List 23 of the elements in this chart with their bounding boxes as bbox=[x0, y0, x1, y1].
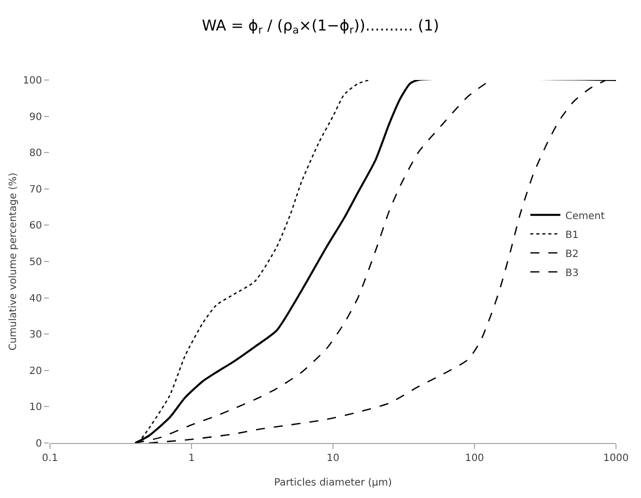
x-tick-label: 0.1 bbox=[42, 453, 58, 464]
legend-label: Cement bbox=[565, 210, 605, 222]
y-tick-label: 30 bbox=[29, 330, 42, 341]
x-tick-label: 100 bbox=[464, 453, 484, 464]
y-tick-label: 10 bbox=[29, 402, 42, 414]
y-tick-label: 0 bbox=[36, 438, 42, 450]
y-tick-label: 20 bbox=[29, 366, 42, 377]
x-tick-label: 1000 bbox=[603, 453, 629, 464]
legend-label: B1 bbox=[565, 230, 579, 241]
x-tick-label: 10 bbox=[326, 453, 340, 464]
y-tick-label: 60 bbox=[29, 220, 42, 232]
y-tick-label: 100 bbox=[22, 76, 42, 86]
y-tick-label: 80 bbox=[29, 148, 42, 160]
y-axis-title: Cumulative volume percentage (%) bbox=[8, 172, 19, 350]
x-axis-title: Particles diameter (µm) bbox=[274, 478, 392, 488]
y-tick-label: 70 bbox=[29, 184, 42, 196]
y-tick-label: 40 bbox=[29, 293, 42, 304]
legend-label: B3 bbox=[565, 268, 579, 279]
y-tick-label: 90 bbox=[29, 112, 42, 123]
x-tick-label: 1 bbox=[188, 453, 195, 464]
legend-label: B2 bbox=[565, 248, 579, 260]
y-tick-label: 50 bbox=[29, 257, 42, 268]
chart-title: WA = ϕ$_{r}$ / (ρ$_{a}$×(1−ϕ$_{r}$)).......... (1) bbox=[202, 16, 440, 37]
